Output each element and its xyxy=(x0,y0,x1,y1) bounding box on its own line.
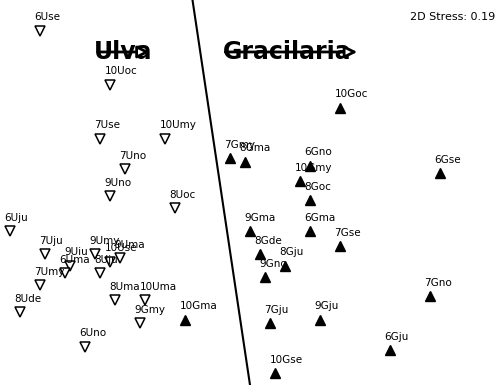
Text: 9Gju: 9Gju xyxy=(314,301,339,311)
Text: Gracilaria: Gracilaria xyxy=(222,40,351,64)
Text: 7Umy: 7Umy xyxy=(34,266,65,276)
Text: 7Uno: 7Uno xyxy=(120,151,146,161)
Text: 10Gmy: 10Gmy xyxy=(294,162,332,172)
Text: 10Uma: 10Uma xyxy=(140,282,176,292)
Text: 10Use: 10Use xyxy=(104,243,137,253)
Text: 7Use: 7Use xyxy=(94,120,120,130)
Text: 7Gse: 7Gse xyxy=(334,228,361,238)
Text: 9Uno: 9Uno xyxy=(104,178,132,188)
Text: 6Gse: 6Gse xyxy=(434,155,461,165)
Text: 8Gde: 8Gde xyxy=(254,236,282,246)
Text: 7Gmy: 7Gmy xyxy=(224,139,256,149)
Text: 9Gma: 9Gma xyxy=(244,213,276,223)
Text: 9Gno: 9Gno xyxy=(260,259,287,269)
Text: 8Gju: 8Gju xyxy=(280,247,304,257)
Text: 2D Stress: 0.19: 2D Stress: 0.19 xyxy=(410,12,495,22)
Text: 8Uju: 8Uju xyxy=(94,255,118,265)
Text: 10Gma: 10Gma xyxy=(180,301,217,311)
Text: 9Gmy: 9Gmy xyxy=(134,305,166,315)
Text: 6Gma: 6Gma xyxy=(304,213,336,223)
Text: 8Gma: 8Gma xyxy=(240,143,270,153)
Text: 10Gse: 10Gse xyxy=(270,355,302,365)
Text: 6Use: 6Use xyxy=(34,12,60,22)
Text: 7Uju: 7Uju xyxy=(40,236,63,246)
Text: 6Uju: 6Uju xyxy=(4,213,28,223)
Text: 8Uoc: 8Uoc xyxy=(170,189,196,199)
Text: 7Gju: 7Gju xyxy=(264,305,289,315)
Text: 6Uno: 6Uno xyxy=(80,328,106,338)
Text: 6Gno: 6Gno xyxy=(304,147,332,157)
Text: 8Ude: 8Ude xyxy=(14,293,42,303)
Text: 9Umy: 9Umy xyxy=(90,236,120,246)
Text: 6Uma: 6Uma xyxy=(60,255,90,265)
Text: 9Uiu: 9Uiu xyxy=(64,247,88,257)
Text: 10Uoc: 10Uoc xyxy=(104,66,137,76)
Text: 6Gju: 6Gju xyxy=(384,332,409,342)
Text: 8Uma: 8Uma xyxy=(110,282,140,292)
Text: 10Umy: 10Umy xyxy=(160,120,196,130)
Text: 10Goc: 10Goc xyxy=(334,89,368,99)
Text: 9Uma: 9Uma xyxy=(114,239,145,249)
Text: 8Goc: 8Goc xyxy=(304,182,332,192)
Text: 7Gno: 7Gno xyxy=(424,278,452,288)
Text: Ulva: Ulva xyxy=(94,40,152,64)
